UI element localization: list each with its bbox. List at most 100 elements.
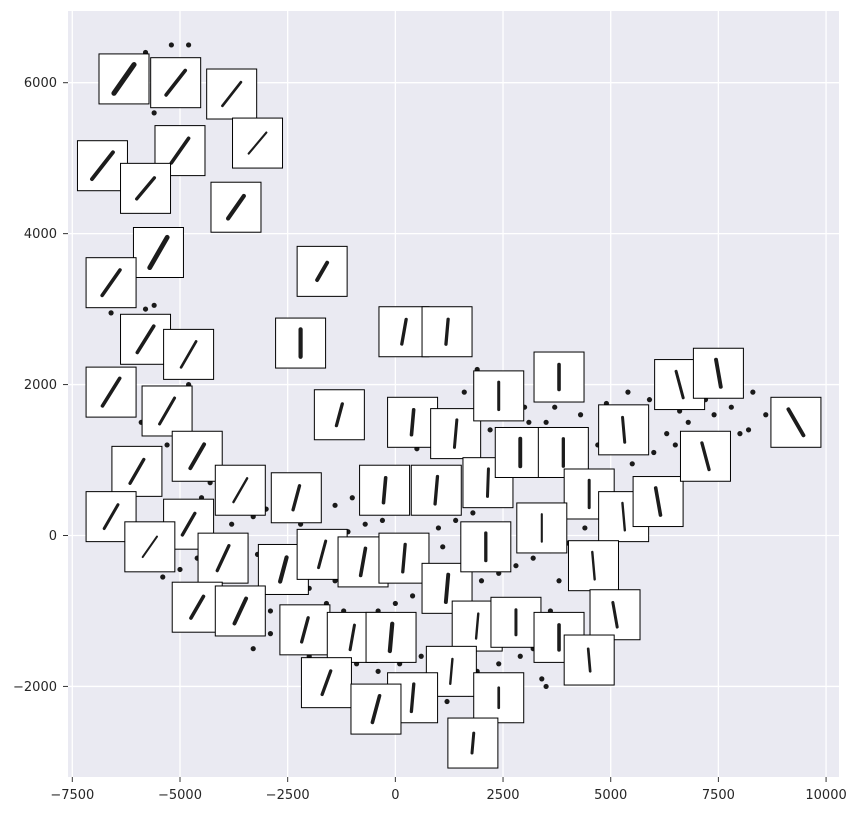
data-point [487,427,493,433]
x-tick-label: −7500 [50,788,94,803]
thumbnail-frame [378,306,430,358]
data-point [164,442,170,448]
digit-one-stroke [443,572,451,604]
digit-one-stroke [90,150,115,182]
data-point [409,593,416,599]
x-tick-label: 10000 [805,788,846,803]
digit-thumbnail [120,313,172,365]
data-point [552,404,558,410]
digit-thumbnail [76,140,128,192]
digit-one-stroke [141,535,159,559]
data-point [543,419,549,425]
digit-one-stroke [474,612,480,640]
data-point [392,600,398,607]
data-point [151,302,157,308]
digit-thumbnail [171,430,223,482]
digit-one-stroke [674,369,685,400]
x-tick-label: −5000 [158,788,202,803]
digit-one-stroke [409,408,416,437]
digit-one-stroke [111,62,137,96]
digit-one-stroke [653,486,663,517]
digit-thumbnail [490,596,542,648]
digit-thumbnail [563,634,615,686]
x-tick-label: 7500 [702,788,735,803]
digit-one-stroke [348,623,356,652]
digit-thumbnail [132,226,184,278]
digit-thumbnail [171,581,223,633]
digit-thumbnail [150,57,202,109]
digit-thumbnail [313,389,365,441]
digit-one-stroke [189,594,206,620]
y-tick-label: 2000 [24,378,57,393]
digit-one-stroke [714,357,723,389]
digit-one-stroke [449,657,454,685]
digit-one-stroke [591,550,596,581]
digit-thumbnail [279,604,331,656]
digit-one-stroke [100,376,122,408]
digit-one-stroke [334,402,344,428]
digit-one-stroke [401,542,407,574]
digit-thumbnail [460,521,512,573]
data-point [750,389,756,395]
data-point [435,525,442,531]
digit-one-stroke [232,596,249,626]
digit-thumbnail [378,532,430,584]
digit-one-stroke [300,616,310,644]
data-point [711,412,717,418]
data-point [530,555,536,561]
data-point [478,578,485,584]
digit-one-stroke [158,396,177,426]
data-point [362,521,368,527]
digit-one-stroke [786,407,806,438]
data-point [556,578,562,584]
digit-thumbnail [163,328,215,380]
digit-one-stroke [621,415,627,444]
digit-one-stroke [225,193,246,221]
digit-one-stroke [315,260,330,282]
data-point [737,431,743,437]
digit-one-stroke [232,477,249,504]
digit-thumbnail [85,366,137,418]
digit-one-stroke [387,621,395,654]
digit-thumbnail [98,53,150,105]
digit-thumbnail [214,464,266,516]
digit-one-stroke [586,647,592,673]
data-point [539,676,545,682]
digit-one-stroke [128,457,146,485]
digit-thumbnail [214,585,266,637]
digit-thumbnail [270,472,322,524]
digit-one-stroke [621,501,627,532]
digit-thumbnail [473,370,525,422]
digit-one-stroke [278,555,289,584]
digit-one-stroke [164,68,188,97]
digit-one-stroke [317,539,328,570]
data-point [526,419,532,425]
digit-thumbnail [350,683,402,735]
digit-one-stroke [179,340,198,369]
thumbnail-frame [460,521,512,573]
digit-thumbnail [85,257,137,309]
data-point [582,525,588,531]
digit-one-stroke [291,484,302,512]
data-point [151,110,157,116]
y-tick-label: 6000 [24,76,57,91]
digit-thumbnail [300,657,352,709]
digit-thumbnail [473,672,525,724]
digit-thumbnail [378,306,430,358]
data-point [513,563,519,569]
digit-one-stroke [433,474,440,506]
digit-thumbnail [359,464,411,516]
data-point [186,42,192,48]
data-point [651,449,657,456]
data-point [629,461,635,467]
digit-one-stroke [221,80,243,108]
digit-thumbnail [410,464,462,516]
digit-one-stroke [135,176,157,201]
x-axis-ticks: −7500 −5000 −2500 0 2500 5000 7500 10000 [50,777,847,803]
digit-one-stroke [470,731,476,755]
digit-one-stroke [247,131,268,155]
digit-thumbnail [679,430,731,482]
digit-thumbnail [124,521,176,573]
digit-thumbnail [365,611,417,663]
digit-one-stroke [100,268,122,298]
